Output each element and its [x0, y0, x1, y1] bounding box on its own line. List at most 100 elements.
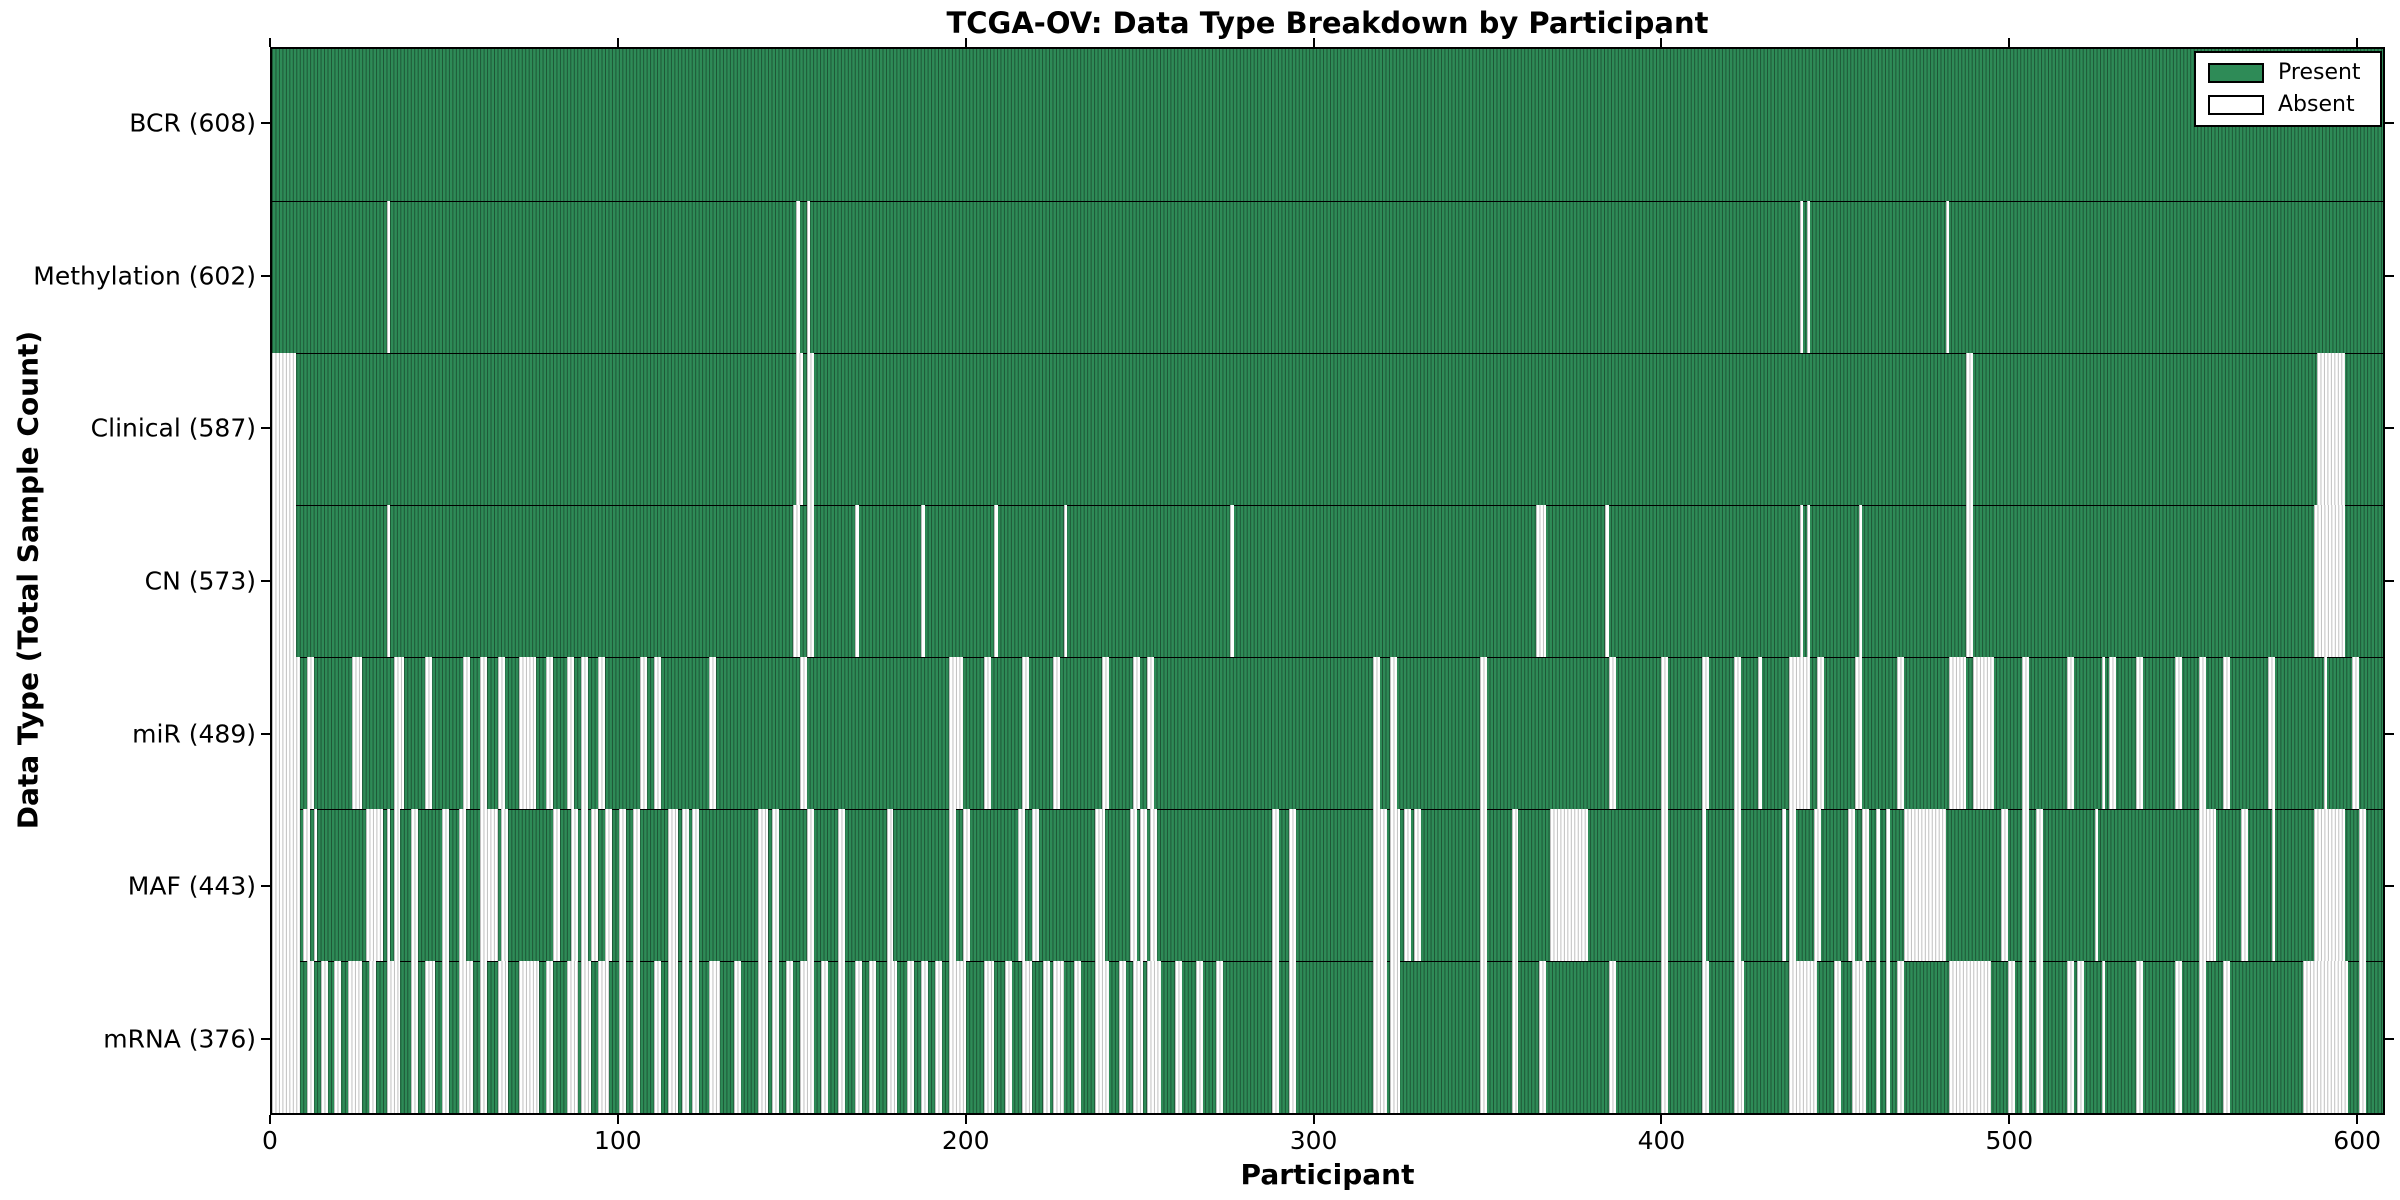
ytick-label-CN: CN (573)	[144, 566, 256, 596]
absent-block-mRNA	[837, 961, 845, 1113]
absent-block-MAF	[365, 809, 384, 961]
absent-block-mRNA	[334, 961, 342, 1113]
absent-block-miR	[2067, 657, 2074, 809]
absent-block-miR	[1133, 657, 1140, 809]
y-tick-mark	[2385, 732, 2394, 735]
absent-block-miR	[653, 657, 661, 809]
absent-block-Methylation	[806, 201, 811, 353]
absent-block-mRNA	[1021, 961, 1033, 1113]
absent-block-MAF	[806, 809, 814, 961]
row-miR	[272, 657, 2383, 809]
absent-block-miR	[1101, 657, 1109, 809]
x-tick-mark	[2008, 1115, 2011, 1124]
absent-block-mRNA	[1372, 961, 1387, 1113]
absent-block-miR	[497, 657, 505, 809]
absent-block-miR	[799, 657, 807, 809]
x-tick-mark	[1312, 38, 1315, 47]
absent-block-mRNA	[653, 961, 661, 1113]
absent-block-mRNA	[886, 961, 897, 1113]
absent-block-mRNA	[681, 961, 689, 1113]
absent-block-miR	[983, 657, 991, 809]
absent-block-mRNA	[1660, 961, 1668, 1113]
legend-label-present: Present	[2278, 60, 2361, 85]
y-tick-mark	[2385, 122, 2394, 125]
absent-block-MAF	[570, 809, 578, 961]
absent-block-mRNA	[935, 961, 943, 1113]
absent-block-mRNA	[2035, 961, 2043, 1113]
absent-block-miR	[272, 657, 300, 809]
absent-block-mRNA	[306, 961, 314, 1113]
absent-block-mRNA	[733, 961, 741, 1113]
row-Clinical	[272, 353, 2383, 505]
ytick-label-Clinical: Clinical (587)	[90, 413, 256, 443]
absent-block-MAF	[1813, 809, 1821, 961]
y-tick-mark	[261, 580, 270, 582]
absent-block-mRNA	[2067, 961, 2074, 1113]
absent-block-miR	[306, 657, 314, 809]
absent-block-MAF	[633, 809, 641, 961]
absent-block-mRNA	[1389, 961, 1401, 1113]
absent-block-mRNA	[1789, 961, 1818, 1113]
absent-block-MAF	[459, 809, 467, 961]
absent-block-mRNA	[2174, 961, 2182, 1113]
absent-block-MAF	[886, 809, 894, 961]
absent-block-mRNA	[1876, 961, 1880, 1113]
y-tick-mark	[2385, 427, 2394, 430]
x-tick-mark	[616, 1115, 619, 1124]
absent-block-MAF	[1848, 809, 1856, 961]
absent-block-mRNA	[633, 961, 641, 1113]
absent-block-miR	[1758, 657, 1762, 809]
absent-block-CN	[806, 505, 814, 657]
absent-block-miR	[2101, 657, 2106, 809]
absent-block-miR	[1053, 657, 1061, 809]
absent-block-mRNA	[1702, 961, 1710, 1113]
absent-block-mRNA	[785, 961, 793, 1113]
absent-block-MAF	[1702, 809, 1706, 961]
absent-block-CN	[1535, 505, 1547, 657]
absent-block-Clinical	[272, 353, 297, 505]
absent-block-mRNA	[921, 961, 929, 1113]
absent-block-MAF	[2240, 809, 2248, 961]
x-tick-mark	[2356, 1115, 2359, 1124]
absent-block-miR	[1021, 657, 1029, 809]
absent-block-mRNA	[497, 961, 509, 1113]
absent-block-Methylation	[1806, 201, 1811, 353]
absent-block-MAF	[2094, 809, 2099, 961]
absent-block-miR	[546, 657, 554, 809]
absent-block-MAF	[1389, 809, 1401, 961]
absent-block-MAF	[1129, 809, 1137, 961]
absent-block-mRNA	[820, 961, 828, 1113]
xtick-label-0: 0	[262, 1126, 278, 1155]
absent-block-MAF	[2035, 809, 2043, 961]
absent-block-MAF	[2021, 809, 2029, 961]
absent-block-miR	[424, 657, 432, 809]
absent-block-MAF	[272, 809, 300, 961]
absent-block-mRNA	[2358, 961, 2366, 1113]
absent-block-MAF	[386, 809, 391, 961]
absent-block-miR	[1896, 657, 1904, 809]
absent-block-MAF	[758, 809, 769, 961]
absent-block-mRNA	[709, 961, 720, 1113]
xtick-label-100: 100	[594, 1126, 642, 1155]
absent-block-CN	[921, 505, 925, 657]
y-tick-mark	[261, 732, 270, 735]
absent-block-miR	[518, 657, 536, 809]
absent-block-MAF	[2358, 809, 2366, 961]
absent-block-mRNA	[2008, 961, 2015, 1113]
absent-block-mRNA	[1896, 961, 1904, 1113]
absent-block-miR	[598, 657, 606, 809]
absent-block-miR	[2174, 657, 2182, 809]
absent-block-MAF	[1032, 809, 1040, 961]
y-tick-mark	[261, 427, 270, 430]
absent-block-miR	[2136, 657, 2144, 809]
row-BCR	[272, 49, 2383, 201]
absent-block-CN	[1966, 505, 1974, 657]
absent-block-mRNA	[1004, 961, 1012, 1113]
absent-block-mRNA	[1195, 961, 1203, 1113]
absent-block-mRNA	[1094, 961, 1109, 1113]
absent-block-miR	[1702, 657, 1710, 809]
absent-block-MAF	[1876, 809, 1880, 961]
absent-block-mRNA	[2077, 961, 2085, 1113]
absent-block-mRNA	[518, 961, 540, 1113]
x-tick-mark	[1660, 1115, 1663, 1124]
